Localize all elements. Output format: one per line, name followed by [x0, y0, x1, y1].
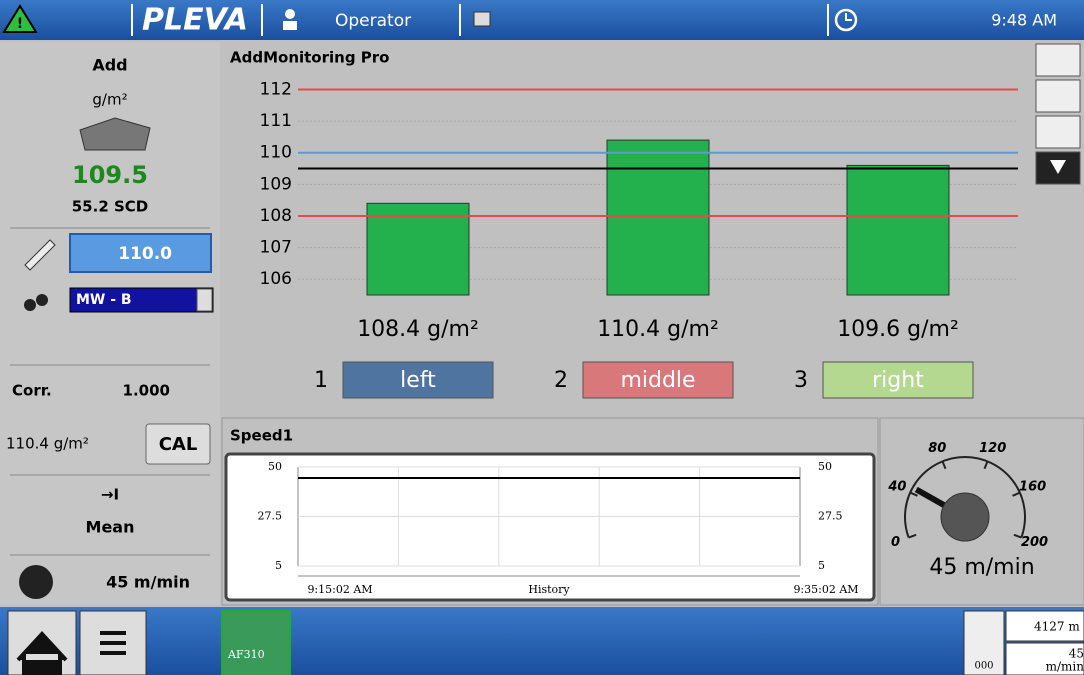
manual-icon[interactable]	[473, 11, 491, 27]
speed-chart-frame	[224, 452, 876, 602]
gauge-tick	[983, 460, 989, 470]
speed-unit: m/min	[1046, 660, 1084, 674]
gauge-knob	[940, 492, 990, 542]
down-arrow	[1050, 160, 1066, 174]
value-label: 110.4 g/m²	[597, 317, 719, 342]
material: MW - B	[76, 292, 132, 308]
gauge-tick	[1012, 491, 1021, 497]
user-icon	[283, 21, 297, 30]
zone-name: middle	[620, 368, 695, 393]
gauge-tick-label: 120	[979, 441, 1006, 456]
gauge-tick-label: 160	[1019, 479, 1046, 494]
bottom-bar	[0, 607, 1084, 675]
value-label: 108.4 g/m²	[357, 317, 479, 342]
counter: 000	[974, 661, 993, 672]
add-value: 109.5	[72, 161, 148, 189]
zone-name: left	[400, 368, 436, 393]
user-icon[interactable]	[285, 9, 295, 19]
scd: 55.2 SCD	[72, 198, 149, 216]
gauge-tick-label: 200	[1021, 535, 1048, 550]
setpoint: 110.0	[118, 244, 172, 264]
zone-box	[582, 361, 734, 399]
x-tick-label: 9:15:02 AM	[307, 583, 372, 596]
home-icon	[16, 631, 68, 675]
report-button[interactable]	[1035, 115, 1081, 149]
y2-tick-label: 50	[818, 460, 832, 473]
zone-number: 2	[554, 368, 568, 393]
bar	[366, 202, 470, 296]
speed-title: Speed1	[230, 427, 293, 445]
menu-icon	[100, 631, 126, 655]
user-name: Operator	[335, 11, 411, 31]
gauge-tick-label: 0	[891, 535, 900, 550]
clock-hands	[845, 13, 852, 21]
setpoint-input[interactable]	[69, 233, 212, 273]
top-bar	[0, 0, 1084, 40]
machine-icon	[79, 117, 151, 151]
gauge-label: 45 m/min	[929, 555, 1034, 580]
y2-tick-label: 27.5	[818, 510, 843, 523]
length-box	[1005, 610, 1084, 642]
time: 9:48 AM	[991, 11, 1057, 30]
x-axis-label: History	[528, 583, 570, 596]
material-select[interactable]	[69, 287, 214, 313]
y-tick-label: 111	[260, 111, 292, 131]
gauge-tick-label: 80	[928, 441, 946, 456]
unit: g/m²	[92, 91, 127, 109]
speed-icon	[19, 565, 53, 599]
drops-icon	[24, 299, 36, 311]
clock-icon	[834, 8, 858, 32]
zone-number: 1	[314, 368, 328, 393]
drops-icon	[36, 294, 48, 306]
cal-button-label: CAL	[159, 434, 198, 455]
bar	[846, 164, 950, 296]
corr-value: 1.000	[123, 382, 170, 400]
y-tick-label: 110	[260, 143, 292, 163]
warning-icon[interactable]	[2, 4, 38, 33]
y-tick-label: 107	[260, 238, 292, 258]
y-tick-label: 112	[260, 79, 292, 99]
pencil-icon	[24, 239, 56, 271]
gauge-tick	[909, 491, 918, 497]
corr-label: Corr.	[12, 382, 52, 400]
x-tick-label: 9:35:02 AM	[793, 583, 858, 596]
gauge-arc	[904, 455, 1026, 538]
y2-tick-label: 5	[818, 559, 825, 572]
y-tick-label: 106	[260, 269, 292, 289]
speed: 45 m/min	[106, 573, 190, 592]
zone-number: 3	[794, 368, 808, 393]
y-tick-label: 50	[268, 460, 282, 473]
bar	[606, 139, 710, 296]
arrow: →I	[101, 486, 119, 504]
cal-button[interactable]	[145, 423, 211, 465]
y-tick-label: 27.5	[258, 510, 283, 523]
brand: PLEVA	[142, 3, 248, 38]
device-tab[interactable]	[221, 610, 291, 675]
speed-value: 45	[1069, 647, 1084, 661]
speed-box	[1005, 642, 1084, 675]
counter-reset-button[interactable]	[963, 610, 1005, 675]
gauge-tick-label: 40	[887, 479, 906, 494]
gauge-tick	[941, 460, 947, 470]
gauge-tick	[908, 533, 917, 539]
warning-mark: !	[17, 16, 23, 32]
value-label: 109.6 g/m²	[837, 317, 959, 342]
monitor-title: AddMonitoring Pro	[230, 49, 390, 67]
dropdown-button[interactable]	[196, 288, 213, 312]
zone-name: right	[872, 368, 924, 393]
length: 4127 m	[1034, 620, 1080, 634]
cal-value: 110.4 g/m²	[6, 435, 89, 453]
trend-button[interactable]	[1035, 79, 1081, 113]
mean: Mean	[86, 518, 135, 537]
add-label: Add	[92, 56, 127, 75]
y-tick-label: 108	[260, 206, 292, 226]
y-tick-label: 109	[260, 174, 292, 194]
zone-box	[822, 361, 974, 399]
collapse-button[interactable]	[1035, 43, 1081, 77]
gauge-tick	[1013, 533, 1022, 539]
y-tick-label: 5	[275, 559, 282, 572]
device: AF310	[227, 648, 265, 661]
zone-box	[342, 361, 494, 399]
